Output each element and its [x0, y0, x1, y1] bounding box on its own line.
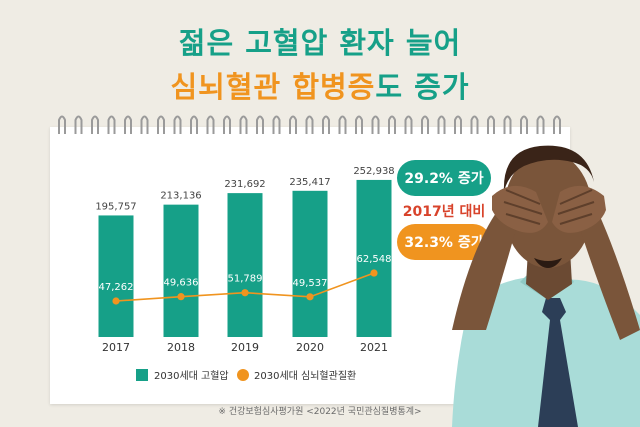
line-value-label: 49,636	[164, 278, 199, 289]
notebook-ring	[404, 115, 413, 134]
notebook-ring	[355, 115, 363, 134]
bar-2020	[292, 190, 328, 337]
notebook-ring	[338, 115, 347, 134]
bar-2019	[227, 193, 263, 337]
bar-value-label: 213,136	[160, 191, 201, 202]
title-highlight: 심뇌혈관 합병증	[170, 70, 376, 104]
bar-2017	[98, 215, 134, 337]
x-tick-label: 2017	[102, 341, 130, 354]
notebook-ring	[553, 115, 561, 134]
legend-line-swatch	[237, 369, 249, 381]
notebook-ring	[223, 115, 231, 134]
line-value-label: 62,548	[357, 254, 392, 265]
bar-2021	[356, 179, 392, 337]
title-line-1: 젊은 고혈압 환자 늘어	[178, 26, 462, 60]
notebook-ring	[421, 115, 429, 134]
notebook-ring	[190, 115, 198, 134]
notebook-ring	[107, 115, 116, 134]
notebook-ring	[503, 115, 512, 134]
line-value-label: 51,789	[228, 274, 263, 285]
notebook-ring	[58, 115, 66, 134]
bar-value-label: 231,692	[224, 179, 265, 190]
notebook-ring	[256, 115, 264, 134]
notebook-ring	[272, 115, 281, 134]
notebook-rings	[58, 115, 561, 134]
notebook-ring	[520, 115, 528, 134]
cardio-point-2017	[112, 297, 120, 305]
notebook-ring	[454, 115, 462, 134]
source-note: ※ 건강보험심사평가원 <2022년 국민관심질병통계>	[218, 407, 422, 417]
notebook-ring	[487, 115, 495, 134]
notebook-ring	[91, 115, 99, 134]
cardio-point-2019	[241, 289, 249, 297]
bar-value-label: 252,938	[353, 166, 394, 177]
notebook-ring	[157, 115, 165, 134]
comparison-base-label: 2017년 대비	[402, 204, 486, 220]
legend: 2030세대 고혈압 2030세대 심뇌혈관질환	[136, 369, 356, 382]
notebook-ring	[470, 115, 479, 134]
bar-2018	[163, 204, 199, 337]
notebook-ring	[536, 115, 545, 134]
cardio-point-2018	[177, 293, 185, 301]
title-rest: 도 증가	[375, 70, 470, 104]
notebook-ring	[371, 115, 380, 134]
x-tick-label: 2018	[167, 341, 195, 354]
notebook-ring	[173, 115, 182, 134]
cardio-point-2021	[370, 269, 378, 277]
cardio-point-2020	[306, 293, 314, 301]
notebook-ring	[437, 115, 446, 134]
title-line-2: 심뇌혈관 합병증도 증가	[0, 64, 640, 106]
notebook-ring	[239, 115, 248, 134]
notebook-ring	[206, 115, 215, 134]
legend-line-label: 2030세대 심뇌혈관질환	[254, 369, 356, 382]
x-tick-label: 2020	[296, 341, 324, 354]
line-value-label: 49,537	[293, 278, 328, 289]
bar-value-label: 195,757	[95, 201, 136, 212]
notebook-ring	[388, 115, 396, 134]
notebook-ring	[74, 115, 83, 134]
hypertension-increase-callout: 29.2% 증가	[397, 160, 491, 196]
notebook-ring	[322, 115, 330, 134]
notebook-ring	[124, 115, 132, 134]
notebook-ring	[305, 115, 314, 134]
legend-bar-swatch	[136, 369, 148, 381]
x-tick-label: 2019	[231, 341, 259, 354]
line-value-label: 47,262	[99, 282, 134, 293]
x-tick-label: 2021	[360, 341, 388, 354]
notebook-ring	[140, 115, 149, 134]
legend-bar-label: 2030세대 고혈압	[154, 369, 229, 382]
notebook-ring	[289, 115, 297, 134]
bar-value-label: 235,417	[289, 177, 330, 188]
